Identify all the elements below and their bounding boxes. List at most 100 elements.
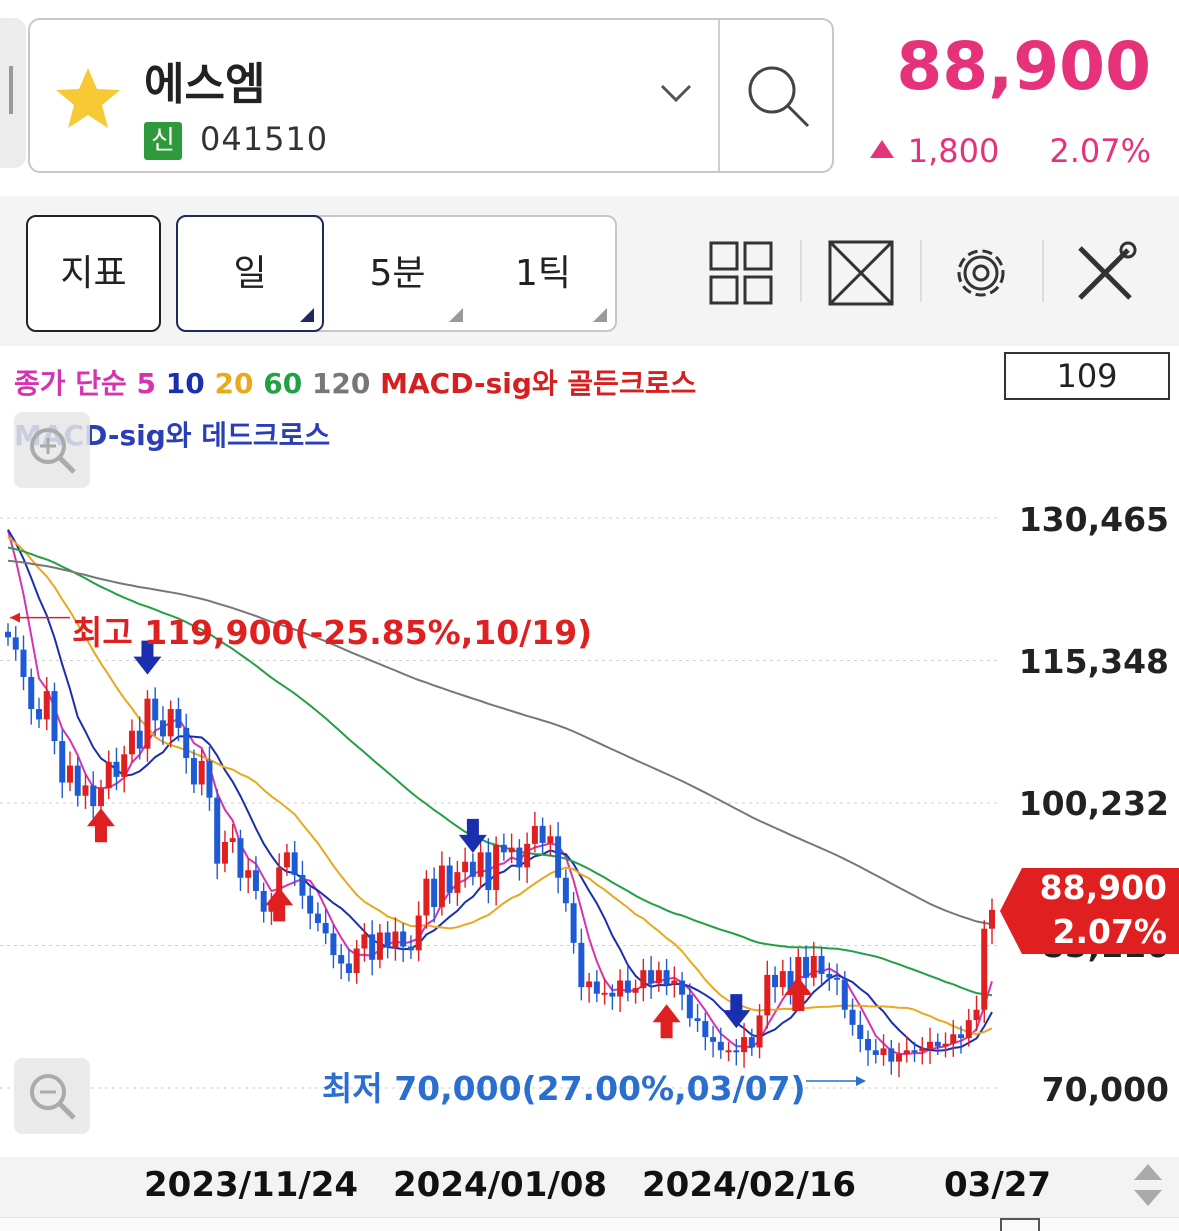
- last-price-tag-shape: [1000, 868, 1179, 954]
- x-tick-label: 2024/02/16: [642, 1165, 857, 1205]
- candle-body: [159, 720, 166, 737]
- candle-body: [400, 931, 407, 947]
- candle-body: [90, 785, 97, 807]
- candle-body: [865, 1038, 872, 1051]
- candle-body: [973, 1009, 980, 1021]
- stock-name: 에스엠: [144, 59, 266, 110]
- candle-body: [283, 852, 290, 868]
- scroll-updown-icon[interactable]: [1128, 1160, 1168, 1210]
- candle-body: [663, 970, 670, 985]
- period-5min-button[interactable]: 5분: [324, 217, 471, 330]
- period-selector: 일 5분 1틱: [176, 215, 617, 332]
- candle-body: [787, 971, 794, 994]
- period-day-button[interactable]: 일: [176, 215, 324, 332]
- candle-body: [97, 788, 104, 807]
- candle-body: [586, 981, 593, 988]
- candle-body: [818, 956, 825, 974]
- bottom-handle[interactable]: [1000, 1218, 1040, 1231]
- candle-body: [624, 980, 631, 993]
- legend-ma10: 10: [165, 367, 205, 400]
- legend-prefix: 종가 단순: [14, 367, 127, 400]
- candle-body: [857, 1024, 864, 1039]
- high-annotation: 최고 119,900(-25.85%,10/19): [72, 613, 593, 652]
- zoom-out-icon: [30, 1074, 76, 1120]
- candle-body: [578, 942, 585, 988]
- grid-layout-icon[interactable]: [706, 238, 776, 308]
- x-axis[interactable]: [0, 1157, 1179, 1217]
- candle-body: [361, 934, 368, 949]
- star-icon[interactable]: [54, 64, 122, 132]
- zoom-in-icon: [30, 428, 76, 474]
- candle-body: [299, 874, 306, 896]
- legend-ma60: 60: [263, 367, 303, 400]
- candle-body: [20, 649, 27, 677]
- x-tick-label: 2023/11/24: [144, 1165, 359, 1205]
- candle-body: [353, 948, 360, 973]
- candle-body: [128, 730, 135, 755]
- y-tick-label: 100,232: [1018, 784, 1169, 823]
- candle-body: [291, 852, 298, 875]
- candle-body: [531, 825, 538, 844]
- candle-body: [601, 992, 608, 995]
- candle-body: [5, 631, 11, 638]
- expand-icon[interactable]: [826, 238, 896, 308]
- zoom-in-button[interactable]: [14, 412, 90, 488]
- ma-line-10: [7, 529, 993, 1052]
- candle-body: [276, 867, 283, 905]
- stock-code: 041510: [200, 120, 329, 158]
- stock-selector[interactable]: 에스엠 신 041510: [28, 18, 834, 173]
- tools-icon[interactable]: [1070, 238, 1140, 308]
- candle-body: [190, 758, 197, 785]
- candle-body: [570, 903, 577, 943]
- candle-body: [834, 977, 841, 980]
- zoom-out-button[interactable]: [14, 1058, 90, 1134]
- candle-body: [438, 865, 445, 908]
- candle-body: [934, 1041, 941, 1047]
- candle-body: [562, 877, 569, 904]
- chevron-down-icon[interactable]: [658, 78, 694, 108]
- candle-body: [942, 1043, 949, 1047]
- legend-line-1: 종가 단순 5 10 20 60 120 MACD-sig와 골든크로스: [14, 362, 696, 402]
- ma-line-120: [7, 559, 993, 926]
- search-icon[interactable]: [742, 60, 816, 134]
- candle-body: [136, 730, 143, 749]
- visible-count-box[interactable]: 109: [1004, 352, 1170, 400]
- candle-body: [206, 760, 213, 798]
- y-tick-label: 115,348: [1018, 642, 1169, 681]
- candle-body: [384, 932, 391, 948]
- candle-body: [493, 844, 500, 891]
- indicator-button[interactable]: 지표: [26, 215, 161, 332]
- candle-body: [617, 980, 624, 997]
- candle-body: [330, 933, 337, 956]
- candle-body: [462, 861, 469, 873]
- current-price: 88,900: [896, 28, 1151, 105]
- candle-body: [880, 1048, 887, 1056]
- candle-body: [198, 760, 205, 785]
- candle-body: [74, 765, 81, 796]
- candle-body: [345, 963, 352, 973]
- candle-body: [547, 836, 554, 843]
- candle-body: [679, 980, 686, 995]
- candle-body: [237, 838, 244, 878]
- side-drawer-handle[interactable]: [0, 18, 26, 168]
- candle-body: [826, 973, 833, 978]
- gear-icon[interactable]: [946, 238, 1016, 308]
- x-tick-label: 03/27: [944, 1165, 1052, 1205]
- candle-body: [648, 970, 655, 984]
- candle-body: [314, 913, 321, 924]
- ma-line-20: [7, 536, 993, 1036]
- last-price-value: 88,900: [1039, 868, 1167, 907]
- period-1tick-button[interactable]: 1틱: [471, 217, 615, 330]
- candle-body: [268, 904, 275, 912]
- legend-golden-cross: MACD-sig와 골든크로스: [380, 367, 697, 400]
- candle-body: [950, 1034, 957, 1044]
- candle-body: [795, 956, 802, 994]
- dead-cross-arrow: [458, 818, 487, 853]
- candle-body: [524, 843, 531, 868]
- candle-body: [981, 928, 988, 1010]
- candle-body: [640, 970, 647, 989]
- candle-body: [113, 761, 120, 777]
- candle-body: [756, 1015, 763, 1048]
- candle-body: [733, 1050, 740, 1053]
